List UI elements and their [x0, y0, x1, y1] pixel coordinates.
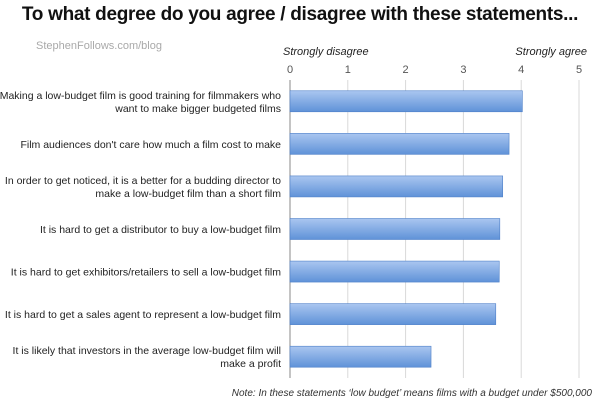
x-tick-label: 4 [518, 64, 524, 76]
footnote: Note: In these statements ‘low budget’ m… [231, 388, 592, 399]
source-credit: StephenFollows.com/blog [36, 40, 162, 52]
bar [289, 218, 501, 240]
x-tick-label: 3 [460, 64, 466, 76]
bar [289, 133, 510, 155]
bar [289, 175, 504, 198]
category-label: In order to get noticed, it is a better … [5, 175, 281, 200]
x-tick-label: 5 [576, 64, 582, 76]
category-label: It is hard to get exhibitors/retailers t… [11, 267, 281, 279]
axis-label-right: Strongly agree [515, 46, 587, 58]
category-label: It is hard to get a sales agent to repre… [5, 309, 281, 321]
x-tick-label: 0 [287, 64, 293, 76]
x-tick-label: 1 [345, 64, 351, 76]
bar [289, 90, 523, 113]
chart-title: To what degree do you agree / disagree w… [21, 4, 579, 25]
x-tick-label: 2 [403, 64, 409, 76]
bar [289, 345, 432, 368]
bar [289, 303, 497, 325]
category-label: Film audiences don't care how much a fil… [20, 139, 281, 151]
category-label: It is hard to get a distributor to buy a… [40, 224, 281, 236]
category-label: It is likely that investors in the avera… [13, 345, 282, 370]
category-label: Making a low-budget film is good trainin… [0, 90, 281, 115]
bar [289, 260, 500, 283]
axis-label-left: Strongly disagree [283, 46, 369, 58]
